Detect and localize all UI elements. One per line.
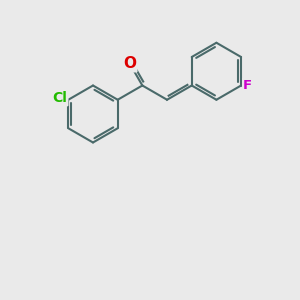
- Text: Cl: Cl: [52, 91, 68, 105]
- Text: F: F: [243, 79, 252, 92]
- Text: O: O: [123, 56, 136, 71]
